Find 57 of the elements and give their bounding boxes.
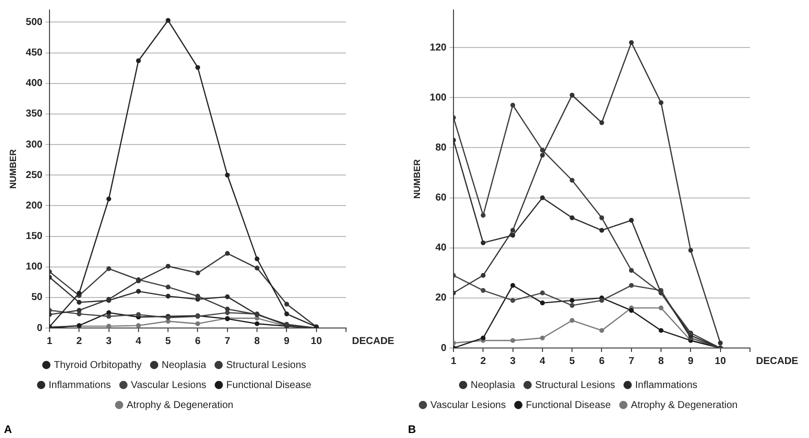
y-tick-label: 80 — [435, 142, 447, 154]
y-tick-label: 60 — [435, 192, 447, 204]
x-tick-label: 8 — [254, 336, 260, 347]
x-tick-label: 4 — [540, 356, 546, 367]
y-tick-label: 150 — [26, 231, 43, 242]
x-tick-label: 3 — [106, 336, 112, 347]
legend-label: Vascular Lesions — [430, 400, 506, 411]
legend-label: Structural Lesions — [535, 380, 616, 391]
legend-label: Functional Disease — [226, 380, 312, 391]
text: B — [408, 424, 416, 436]
y-tick-label: 200 — [26, 200, 43, 212]
y-tick-label: 120 — [430, 42, 447, 54]
legend-label: Atrophy & Degeneration — [126, 400, 234, 411]
y-tick-label: 450 — [26, 48, 43, 59]
y-tick-label: 50 — [31, 292, 43, 304]
legend-label: Inflammations — [48, 380, 111, 391]
y-tick-label: 40 — [435, 242, 447, 254]
x-tick-label: 7 — [224, 336, 231, 347]
legend-label: Vascular Lesions — [130, 380, 206, 391]
x-axis-title: DECADE — [756, 356, 799, 367]
legend-label: Neoplasia — [470, 380, 516, 391]
x-tick-label: 6 — [598, 356, 605, 367]
legend-label: Atrophy & Degeneration — [630, 400, 738, 411]
legend-label: Functional Disease — [526, 400, 612, 411]
y-tick-label: 100 — [430, 92, 447, 104]
x-tick-label: 2 — [480, 356, 486, 367]
y-tick-label: 100 — [26, 262, 43, 273]
y-tick-label: 0 — [36, 322, 43, 334]
y-tick-label: 350 — [26, 108, 43, 120]
y-tick-label: 400 — [26, 78, 43, 90]
y-tick-label: 500 — [26, 16, 43, 28]
y-tick-label: 20 — [435, 292, 447, 304]
x-tick-label: 1 — [46, 336, 53, 347]
y-axis-title: NUMBER — [412, 158, 422, 199]
x-tick-label: 2 — [76, 336, 82, 347]
x-tick-label: 9 — [284, 336, 290, 347]
x-tick-label: 5 — [165, 336, 172, 347]
x-tick-label: 6 — [194, 336, 201, 347]
x-tick-label: 8 — [658, 356, 664, 367]
x-tick-label: 1 — [450, 356, 457, 367]
legend-label: Structural Lesions — [226, 360, 306, 371]
legend-label: Thyroid Orbitopathy — [54, 360, 142, 371]
x-tick-label: 7 — [628, 356, 635, 367]
x-tick-label: 10 — [310, 336, 322, 347]
x-tick-label: 4 — [136, 336, 142, 347]
text: A — [4, 424, 12, 436]
x-tick-label: 9 — [688, 356, 694, 367]
y-tick-label: 250 — [26, 170, 43, 181]
y-tick-label: 0 — [440, 342, 447, 354]
y-tick-label: 300 — [26, 139, 43, 150]
x-tick-label: 3 — [510, 356, 516, 367]
x-tick-label: 5 — [569, 356, 576, 367]
legend-label: Inflammations — [635, 380, 698, 391]
legend-label: Neoplasia — [162, 360, 207, 371]
x-tick-label: 10 — [714, 356, 726, 367]
x-axis-title: DECADE — [352, 336, 395, 347]
y-axis-title: NUMBER — [8, 148, 18, 189]
